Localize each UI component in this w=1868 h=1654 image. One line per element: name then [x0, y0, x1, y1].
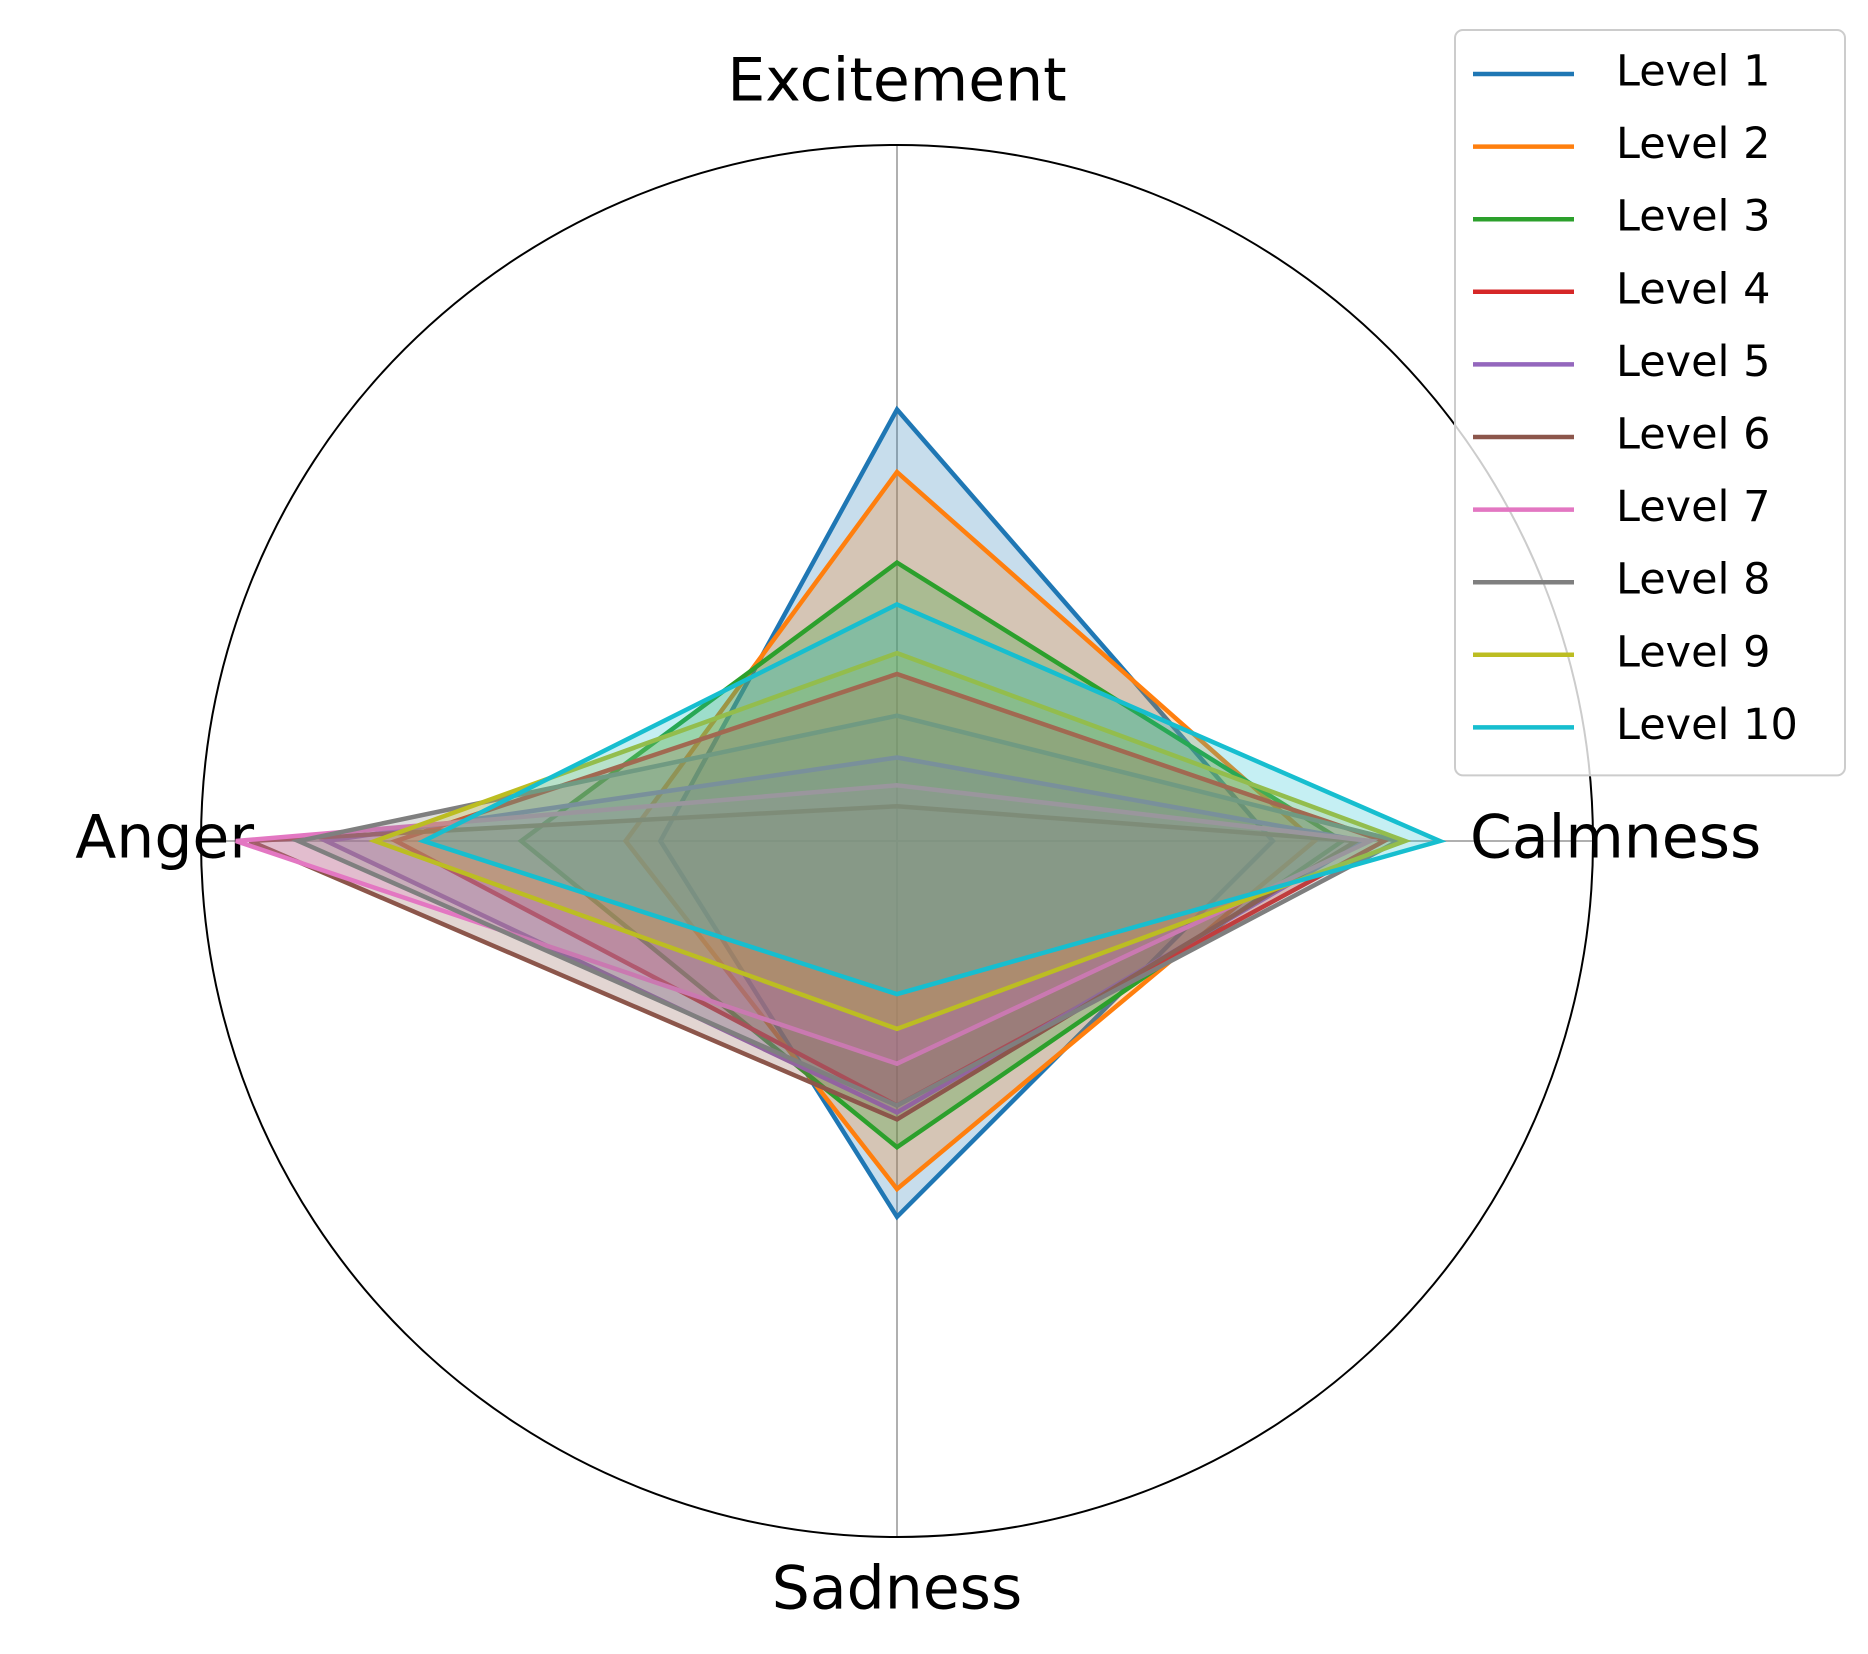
series-line [417, 601, 1447, 997]
series-area [625, 472, 1315, 1190]
series-line [291, 713, 1405, 1108]
axis-label: Calmness [1470, 803, 1761, 873]
legend-label: Level 3 [1616, 192, 1771, 242]
legend: Level 1 Level 2 Level 3 Level 4 Level 5 Level… [1454, 29, 1846, 777]
series-area [235, 785, 1371, 1064]
legend-label: Level 4 [1616, 264, 1771, 314]
axis-label: Sadness [772, 1554, 1022, 1624]
legend-label: Level 6 [1616, 410, 1771, 460]
legend-label: Level 8 [1616, 555, 1771, 605]
legend-label: Level 2 [1616, 119, 1771, 169]
series-line [517, 559, 1347, 1151]
series-line [657, 405, 1276, 1221]
legend-label: Level 5 [1616, 337, 1771, 387]
series-line [318, 755, 1370, 1115]
axis-label: Anger [75, 803, 254, 873]
series-line [248, 803, 1364, 1122]
series-area [521, 562, 1343, 1148]
legend-label: Level 7 [1616, 482, 1771, 532]
outer-ring [200, 144, 1594, 1538]
legend-label: Level 10 [1616, 700, 1798, 750]
series-area [395, 674, 1385, 1106]
legend-label: Level 1 [1616, 47, 1771, 97]
series-area [423, 604, 1440, 995]
axis-label: Excitement [727, 46, 1066, 116]
series-area [298, 715, 1399, 1106]
legend-label: Level 9 [1616, 627, 1771, 677]
series-area [326, 757, 1364, 1113]
legend-box [1454, 29, 1846, 777]
